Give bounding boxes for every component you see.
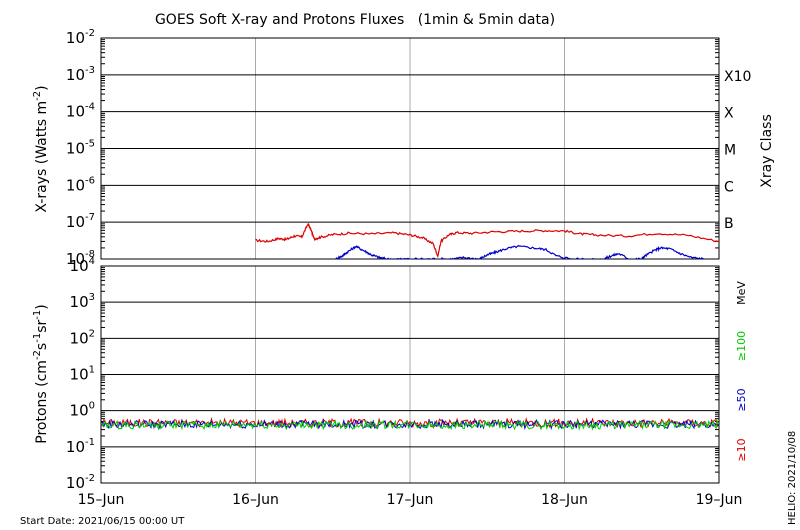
- protons-y-tick-label: 10-1: [66, 437, 95, 456]
- xray-y-axis-title: X-rays (Watts m-2): [32, 85, 50, 212]
- proton-energy-label: MeV: [735, 281, 748, 305]
- xray-y-tick-label: 10-3: [66, 65, 95, 84]
- xray-panel: 10-2 10-3 10-4 10-5 10-6 10-7 10-8 X-rays (Watt…: [32, 28, 775, 268]
- xray-y-tick-label: 10-4: [66, 102, 95, 121]
- x-tick-label: 19–Jun: [696, 492, 743, 508]
- xray-class-label: B: [724, 216, 734, 232]
- xray-y-tick-label: 10-7: [66, 212, 95, 231]
- xray-y-tick-label: 10-2: [66, 28, 95, 47]
- protons-y-tick-label: 101: [70, 365, 95, 384]
- protons-y-tick-label: 100: [70, 401, 95, 420]
- time-axis: 15–Jun 16–Jun 17–Jun 18–Jun 19–Jun: [78, 492, 743, 508]
- proton-series-line: [101, 419, 719, 431]
- xray-class-label: C: [724, 179, 734, 195]
- x-tick-label: 15–Jun: [78, 492, 125, 508]
- proton-energy-label: ≥10: [735, 438, 748, 461]
- proton-energy-label: ≥100: [735, 331, 748, 361]
- chart-title: GOES Soft X-ray and Protons Fluxes (1min…: [155, 12, 555, 28]
- xray-y-tick-label: 10-8: [66, 249, 95, 268]
- xray-class-label: X: [724, 106, 734, 122]
- proton-series-line: [101, 418, 719, 431]
- xray-class-label: X10: [724, 69, 751, 85]
- xray-series-line: [255, 223, 719, 259]
- protons-y-tick-label: 10-2: [66, 473, 95, 492]
- start-date-label: Start Date: 2021/06/15 00:00 UT: [20, 516, 185, 527]
- xray-y-tick-label: 10-5: [66, 139, 95, 158]
- xray-y-tick-label: 10-6: [66, 175, 95, 194]
- x-tick-label: 18–Jun: [541, 492, 588, 508]
- x-tick-label: 17–Jun: [387, 492, 434, 508]
- xray-series-line: [335, 244, 704, 259]
- proton-panel: 104 103 102 101 100 10-1 10-2 Protons (cm-2s-1s…: [32, 256, 748, 492]
- proton-y-axis-title: Protons (cm-2s-1sr-1): [32, 304, 50, 443]
- proton-energy-label: ≥50: [735, 388, 748, 411]
- protons-y-tick-label: 102: [70, 328, 95, 347]
- protons-y-tick-label: 104: [70, 256, 95, 275]
- protons-y-tick-label: 103: [70, 292, 95, 311]
- xray-class-axis-title: Xray Class: [759, 114, 775, 188]
- x-tick-label: 16–Jun: [232, 492, 279, 508]
- credit-label: HELIO: 2021/10/08: [787, 431, 798, 525]
- xray-class-label: M: [724, 143, 736, 159]
